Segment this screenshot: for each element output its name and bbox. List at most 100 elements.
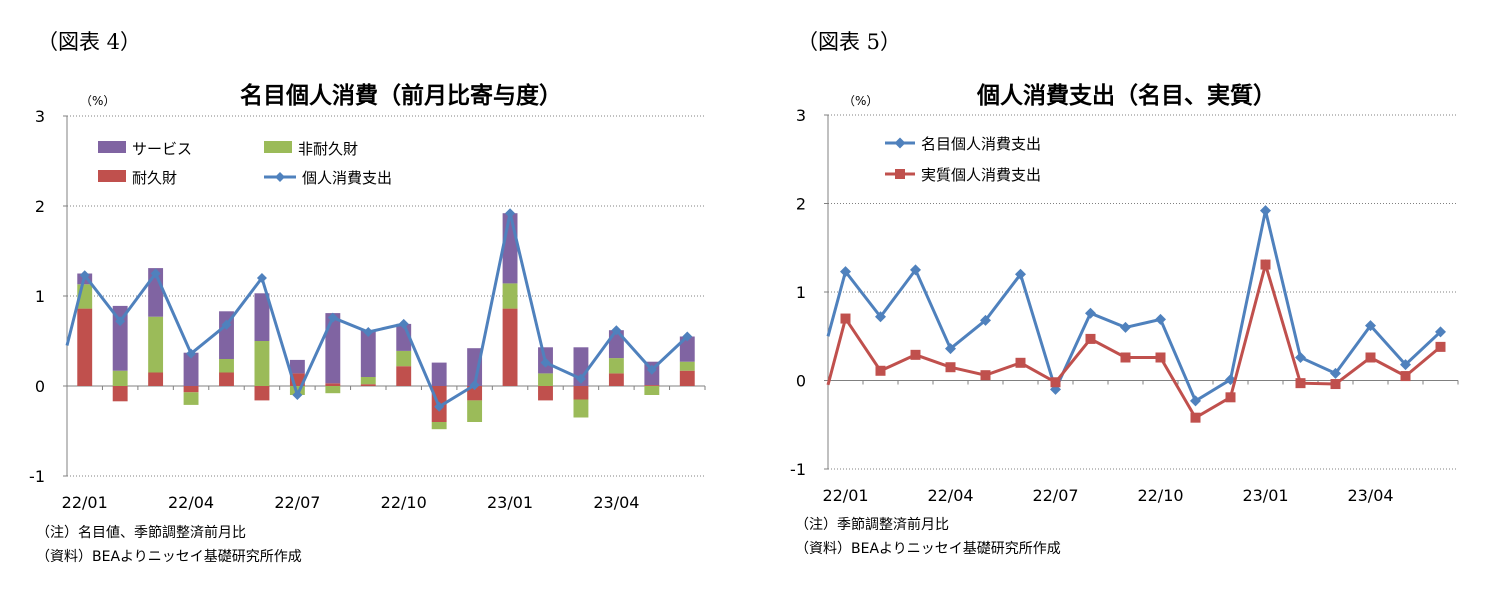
bar-segment bbox=[112, 386, 128, 402]
x-tick-label: 22/01 bbox=[62, 493, 108, 512]
data-point bbox=[79, 270, 90, 281]
data-point bbox=[1260, 205, 1271, 217]
bar-segment bbox=[325, 386, 341, 394]
bar-segment bbox=[148, 316, 164, 373]
data-point bbox=[1365, 320, 1376, 332]
data-point bbox=[980, 370, 991, 381]
data-point bbox=[1015, 357, 1026, 368]
data-point bbox=[1155, 313, 1166, 325]
data-point bbox=[895, 169, 905, 179]
data-point bbox=[469, 380, 480, 391]
bar-segment bbox=[467, 348, 483, 386]
data-point bbox=[646, 364, 657, 375]
data-point bbox=[910, 264, 921, 276]
data-point bbox=[1295, 378, 1306, 389]
y-tick-label: 2 bbox=[35, 197, 45, 216]
data-point bbox=[221, 319, 232, 330]
data-point bbox=[1085, 307, 1096, 319]
y-tick-label: 0 bbox=[35, 377, 45, 396]
bar-segment bbox=[325, 383, 341, 386]
bar-segment bbox=[644, 385, 660, 386]
data-point bbox=[840, 313, 851, 324]
line-chart: -1 0 1 2 3 22/01 22/04 22/07 22/10 23/01 23/04 名目個人… bbox=[790, 106, 1459, 505]
data-point bbox=[1400, 371, 1411, 382]
bar-segment bbox=[679, 336, 695, 362]
data-point bbox=[1330, 367, 1341, 379]
legend-label: 非耐久財 bbox=[298, 140, 358, 158]
y-unit-label: （%） bbox=[80, 94, 116, 108]
legend-swatch bbox=[98, 141, 126, 153]
data-point bbox=[150, 268, 161, 279]
chart-source: （資料）BEAよりニッセイ基礎研究所作成 bbox=[36, 549, 302, 565]
bar-segment bbox=[219, 311, 234, 359]
bar-segment bbox=[573, 386, 589, 400]
chart-source: （資料）BEAよりニッセイ基礎研究所作成 bbox=[795, 541, 1061, 557]
bar-segment bbox=[396, 366, 412, 386]
bar-segment bbox=[431, 362, 447, 386]
x-tick-label: 23/01 bbox=[487, 493, 533, 512]
chart-note: （注）季節調整済前月比 bbox=[795, 517, 949, 533]
data-point bbox=[1365, 352, 1376, 363]
data-point bbox=[186, 348, 197, 359]
legend-label: 名目個人消費支出 bbox=[921, 135, 1041, 153]
bar-segment bbox=[538, 373, 553, 386]
x-tick-label: 23/01 bbox=[1242, 486, 1288, 505]
bar-segment bbox=[254, 293, 270, 341]
bar-segment bbox=[467, 400, 483, 422]
legend-swatch bbox=[98, 170, 126, 182]
data-point bbox=[398, 318, 409, 329]
data-point bbox=[1190, 395, 1201, 407]
legend-label: サービス bbox=[132, 140, 192, 158]
data-point bbox=[575, 373, 586, 384]
data-point bbox=[1085, 333, 1096, 344]
bar-segment bbox=[644, 386, 660, 395]
bar-segment bbox=[360, 330, 376, 377]
chart-note: （注）名目値、季節調整済前月比 bbox=[36, 525, 246, 541]
data-point bbox=[875, 311, 886, 323]
data-point bbox=[115, 316, 126, 327]
bar-segment bbox=[254, 341, 270, 386]
bar-segment bbox=[431, 422, 447, 430]
bar-segment bbox=[679, 370, 695, 386]
legend-swatch bbox=[264, 141, 292, 153]
bar-segment bbox=[608, 358, 624, 374]
y-tick-label: 3 bbox=[35, 107, 45, 126]
data-point bbox=[275, 172, 285, 182]
bar-segment bbox=[360, 384, 376, 386]
legend-label: 個人消費支出 bbox=[302, 169, 392, 187]
series-line bbox=[826, 259, 1442, 420]
data-point bbox=[540, 357, 551, 368]
data-point bbox=[1015, 268, 1026, 280]
bar-segment bbox=[573, 399, 589, 418]
data-point bbox=[1435, 326, 1446, 338]
y-unit-label: （%） bbox=[843, 94, 879, 108]
bar-segment bbox=[502, 283, 518, 309]
data-point bbox=[1120, 352, 1131, 363]
bar-segment bbox=[219, 359, 234, 373]
data-point bbox=[910, 349, 921, 360]
x-tick-label: 23/04 bbox=[593, 493, 639, 512]
data-point bbox=[1330, 379, 1341, 390]
bar-segment bbox=[467, 386, 483, 401]
data-point bbox=[945, 362, 956, 373]
data-point bbox=[875, 365, 886, 376]
y-tick-label: -1 bbox=[29, 467, 45, 486]
chart-title: 名目個人消費（前月比寄与度） bbox=[240, 83, 562, 109]
data-point bbox=[505, 208, 516, 219]
chart-title: 個人消費支出（名目、実質） bbox=[977, 83, 1276, 109]
bar-segment bbox=[608, 373, 624, 386]
data-point bbox=[980, 314, 991, 326]
bar-segment bbox=[679, 361, 695, 371]
data-point bbox=[1190, 412, 1201, 423]
data-point bbox=[434, 401, 445, 412]
bar-segment bbox=[183, 386, 199, 393]
data-point bbox=[945, 343, 956, 355]
bar-segment bbox=[502, 213, 518, 284]
y-tick-label: 0 bbox=[796, 372, 806, 391]
bar-segment bbox=[219, 372, 234, 386]
data-point bbox=[327, 312, 338, 323]
y-tick-label: 1 bbox=[35, 287, 45, 306]
data-point bbox=[256, 273, 267, 283]
data-point bbox=[1260, 259, 1271, 270]
